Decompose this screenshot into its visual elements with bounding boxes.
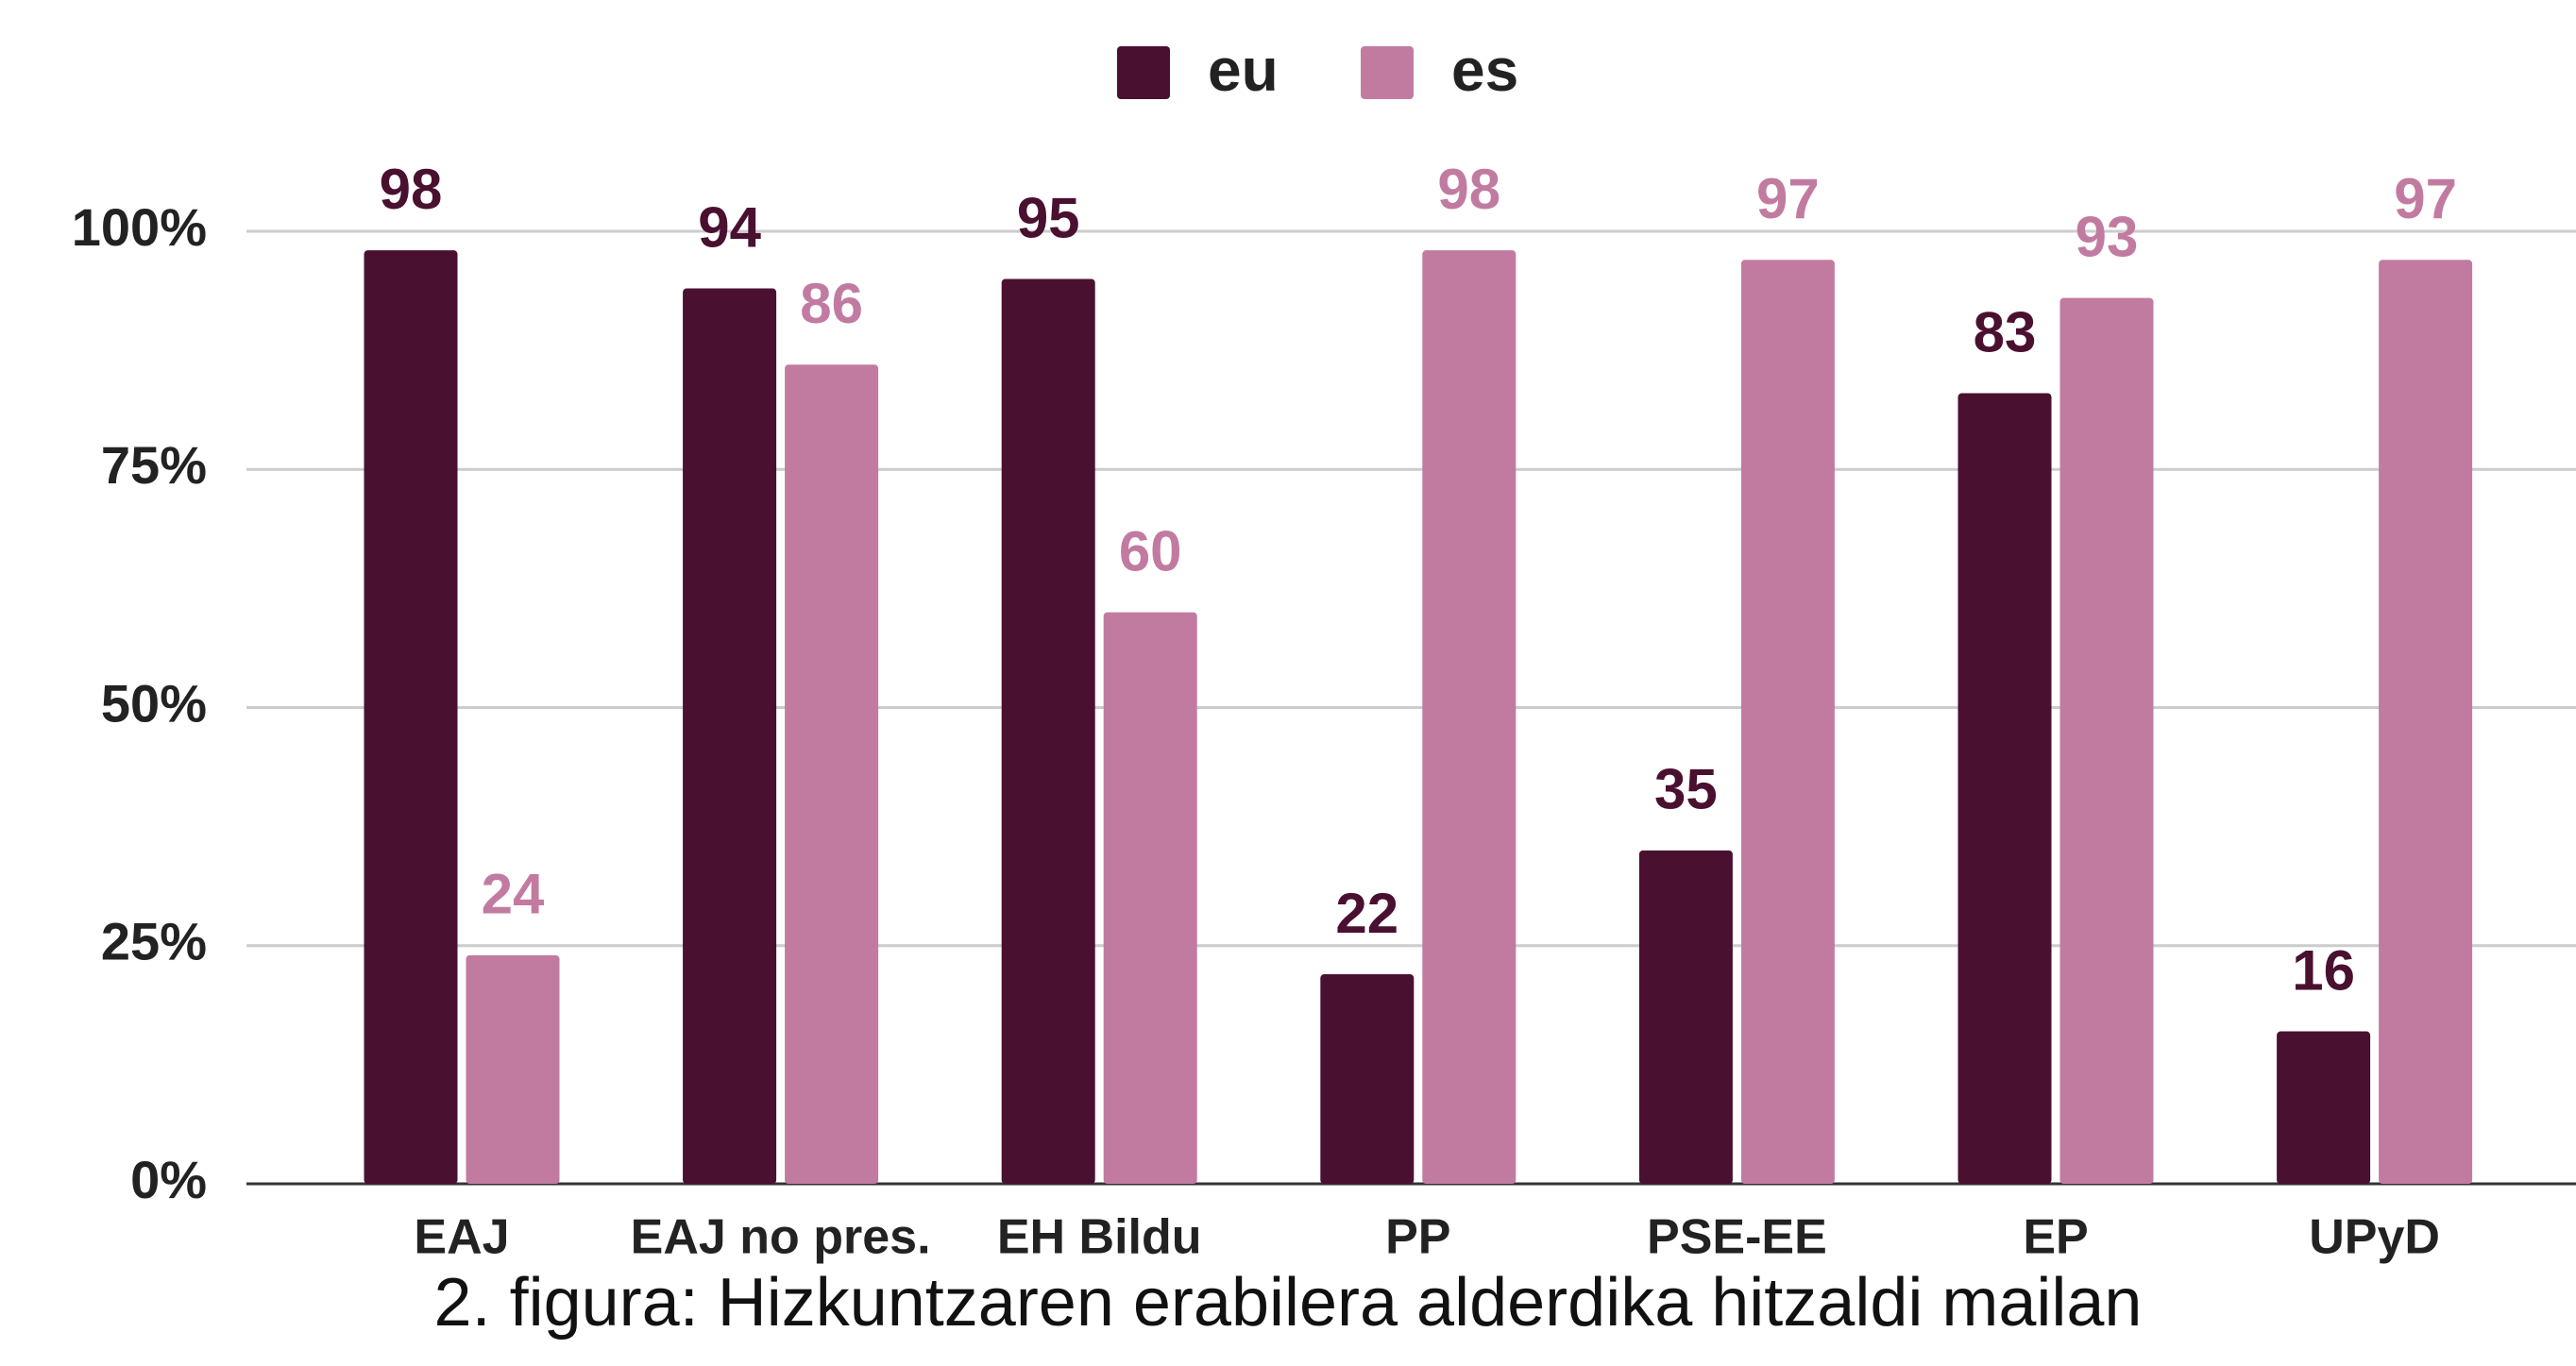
legend-swatch — [1117, 46, 1170, 99]
data-label: 83 — [1974, 300, 2037, 363]
x-tick-label: PP — [1385, 1210, 1450, 1265]
legend-swatch — [1361, 46, 1414, 99]
legend-label: eu — [1208, 36, 1279, 104]
data-label: 93 — [2076, 205, 2139, 268]
bar — [1957, 393, 2052, 1184]
x-tick-label: EP — [2023, 1210, 2088, 1265]
data-label: 98 — [1437, 158, 1500, 221]
bar — [785, 364, 879, 1184]
x-tick-label: EH Bildu — [997, 1210, 1202, 1265]
x-tick-label: UPyD — [2309, 1210, 2440, 1265]
caption: 2. figura: Hizkuntzaren erabilera alderd… — [434, 1265, 2143, 1341]
bar — [1103, 612, 1197, 1184]
y-tick-label: 0% — [130, 1150, 207, 1209]
data-label: 95 — [1017, 186, 1080, 249]
bar — [1638, 850, 1733, 1184]
y-tick-label: 25% — [101, 912, 207, 971]
bar — [2277, 1031, 2371, 1184]
y-tick-label: 75% — [101, 435, 207, 495]
x-tick-label: EAJ — [414, 1210, 509, 1265]
x-tick-label: EAJ no pres. — [631, 1210, 931, 1265]
bar — [1740, 260, 1835, 1184]
data-label: 16 — [2292, 938, 2355, 1002]
legend-label: es — [1451, 36, 1518, 104]
data-label: 97 — [2394, 167, 2457, 230]
bar — [683, 288, 777, 1184]
data-label: 22 — [1335, 882, 1398, 945]
data-label: 97 — [1756, 167, 1820, 230]
bar — [1001, 278, 1095, 1184]
bar — [1422, 250, 1517, 1184]
data-label: 35 — [1654, 758, 1718, 821]
bar — [364, 250, 458, 1184]
bar — [2059, 297, 2154, 1184]
bar — [1320, 974, 1415, 1184]
data-label: 94 — [698, 195, 761, 259]
data-label: 98 — [380, 158, 443, 221]
bar — [466, 954, 560, 1184]
data-label: 86 — [800, 272, 863, 335]
x-tick-label: PSE-EE — [1647, 1210, 1827, 1265]
y-tick-label: 50% — [101, 673, 207, 733]
bar — [2379, 260, 2473, 1184]
data-label: 60 — [1119, 519, 1182, 582]
data-label: 24 — [482, 863, 545, 926]
y-tick-label: 100% — [72, 197, 207, 257]
